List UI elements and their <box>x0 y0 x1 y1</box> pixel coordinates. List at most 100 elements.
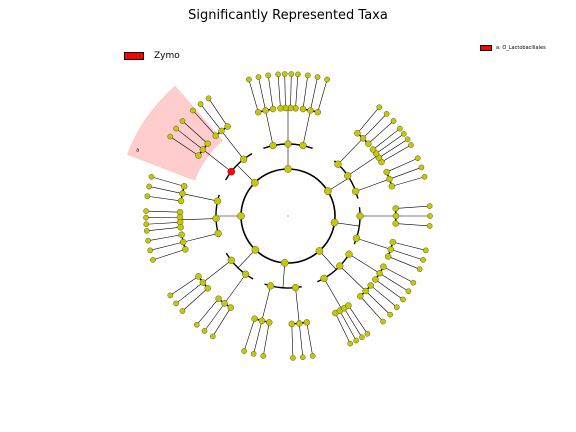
class-node <box>320 274 328 282</box>
leaf-edge <box>204 303 225 332</box>
node-layer <box>143 71 433 361</box>
leaf-edge <box>391 176 425 187</box>
leaf-node <box>421 174 428 180</box>
order-node <box>258 317 266 324</box>
leaf-edge <box>148 234 182 241</box>
class-node <box>214 229 222 238</box>
leaf-edge <box>302 75 309 110</box>
class-edge <box>295 287 300 324</box>
phylum-edge <box>334 222 360 227</box>
leaf-edge <box>170 136 199 156</box>
class-node <box>227 256 235 264</box>
leaf-edge <box>147 195 182 202</box>
leaf-node <box>324 76 330 83</box>
leaf-node <box>364 330 371 337</box>
order-node <box>262 107 269 114</box>
order-node <box>392 212 400 220</box>
class-node <box>213 197 222 205</box>
order-node <box>179 190 186 197</box>
leaf-edge <box>192 110 216 136</box>
leaf-node <box>143 214 149 221</box>
class-edge <box>348 253 380 274</box>
order-node <box>180 238 187 246</box>
leaf-edge <box>248 79 259 113</box>
leaf-node <box>147 247 154 254</box>
leaf-edge <box>267 75 274 110</box>
leaf-edge <box>146 221 181 225</box>
leaf-edge <box>258 77 266 111</box>
leaf-edge <box>375 279 404 300</box>
order-node <box>303 319 310 326</box>
leaf-node <box>241 348 247 354</box>
phylum-node <box>280 259 289 267</box>
leaf-edge <box>381 144 412 163</box>
class-node <box>212 214 220 223</box>
order-node <box>384 253 392 260</box>
leaf-edge <box>375 133 405 154</box>
leaf-node <box>397 125 403 132</box>
leaf-node <box>148 174 155 180</box>
leaf-edge <box>295 74 299 109</box>
order-node <box>362 287 369 295</box>
leaf-node <box>376 104 383 111</box>
class-edge <box>202 260 232 283</box>
phylum-edge <box>237 249 256 269</box>
leaf-edge <box>360 296 384 322</box>
order-node <box>178 231 185 238</box>
leaf-node <box>420 257 426 263</box>
leaf-edge <box>306 322 313 356</box>
class-node <box>266 282 275 290</box>
leaf-node <box>205 95 212 102</box>
order-node <box>380 263 387 270</box>
order-node <box>392 205 399 212</box>
leaf-node <box>145 237 151 244</box>
root-dot <box>287 215 289 217</box>
leaf-node <box>190 107 196 114</box>
order-node <box>372 276 379 283</box>
leaf-node <box>393 304 400 311</box>
order-node <box>288 320 295 328</box>
class-edge <box>355 178 390 192</box>
leaf-node <box>390 118 397 124</box>
leaf-node <box>255 74 262 80</box>
leaf-node <box>380 318 386 325</box>
leaf-node <box>408 142 414 148</box>
leaf-node <box>143 208 149 214</box>
leaf-edge <box>291 323 294 358</box>
phylum-edge <box>327 177 350 192</box>
leaf-edge <box>335 312 351 344</box>
leaf-node <box>300 354 306 361</box>
leaf-node <box>290 355 296 361</box>
class-arc <box>353 207 361 245</box>
phylum-node <box>251 246 260 254</box>
order-node <box>177 224 184 231</box>
leaf-node <box>143 221 150 228</box>
leaf-node <box>167 133 174 140</box>
class-edge <box>182 193 218 202</box>
leaf-edge <box>175 128 204 150</box>
class-node <box>269 141 277 150</box>
leaf-node <box>173 300 179 307</box>
leaf-edge <box>378 139 408 158</box>
leaf-node <box>197 101 204 107</box>
label-layer: a <box>136 148 139 154</box>
leaf-node <box>193 321 200 328</box>
leaf-node <box>383 111 390 117</box>
order-node <box>367 282 374 289</box>
class-edge <box>183 233 219 243</box>
leaf-node <box>387 311 393 318</box>
order-node <box>376 270 383 277</box>
class-node <box>334 160 342 168</box>
order-node <box>204 285 211 292</box>
leaf-edge <box>339 310 357 341</box>
leaf-edge <box>390 249 424 261</box>
class-edge <box>224 274 246 304</box>
order-node <box>389 238 396 246</box>
phylum-node <box>237 212 245 220</box>
leaf-edge <box>310 77 318 111</box>
leaf-edge <box>170 276 199 296</box>
phylum-node <box>250 178 259 187</box>
leaf-edge <box>151 176 185 187</box>
leaf-node <box>179 308 186 314</box>
leaf-node <box>173 125 179 132</box>
